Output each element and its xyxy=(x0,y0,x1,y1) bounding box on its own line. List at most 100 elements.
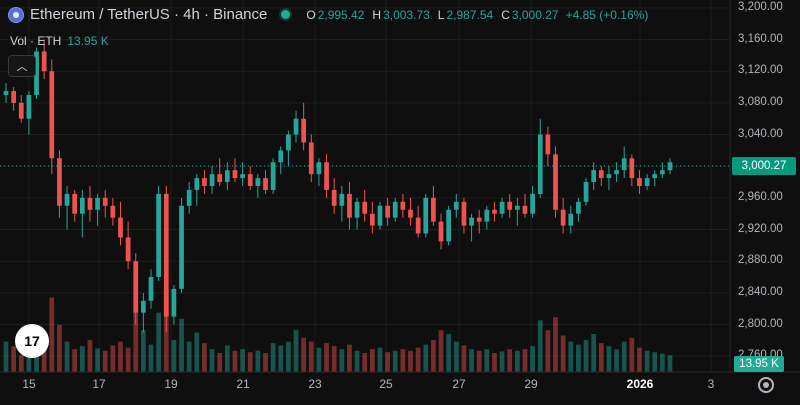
volume-bar xyxy=(408,350,413,372)
candle-body xyxy=(247,174,253,186)
candle-body xyxy=(598,170,604,179)
candle-body xyxy=(141,300,146,313)
settings-icon[interactable] xyxy=(758,377,774,393)
volume-bar xyxy=(301,337,307,372)
volume-bar xyxy=(118,341,123,372)
volume-bar xyxy=(469,349,474,372)
candle-body xyxy=(118,217,123,238)
candle-body xyxy=(293,118,299,135)
candles xyxy=(3,39,673,333)
high-value: 3,003.73 xyxy=(383,7,430,22)
volume-bar xyxy=(217,353,223,372)
volume-bar xyxy=(316,347,322,372)
volume-bar xyxy=(339,349,345,372)
candle-body xyxy=(408,209,413,218)
candle-body xyxy=(614,170,619,175)
volume-bar xyxy=(576,344,581,372)
candle-body xyxy=(339,193,345,206)
collapse-legend-button[interactable]: ︿ xyxy=(8,55,36,77)
chevron-up-icon: ︿ xyxy=(16,61,28,73)
open-value: 2,995.42 xyxy=(317,7,365,22)
candle-body xyxy=(507,201,513,210)
time-tick-label: 17 xyxy=(92,377,106,391)
candle-body xyxy=(148,277,154,301)
candle-body xyxy=(446,209,452,242)
candle-body xyxy=(522,205,528,214)
candle-body xyxy=(484,209,490,222)
volume-bar xyxy=(308,341,314,372)
ethereum-icon xyxy=(8,6,24,23)
candle-body xyxy=(530,193,535,214)
candle-body xyxy=(324,162,329,190)
candle-body xyxy=(553,154,558,210)
candle-body xyxy=(423,197,429,234)
volume-bar xyxy=(87,340,93,372)
candle-body xyxy=(3,91,9,95)
candle-body xyxy=(224,170,230,183)
volume-bar xyxy=(125,347,131,372)
time-tick-label: 19 xyxy=(164,377,178,391)
candle-body xyxy=(629,158,635,179)
price-tick-label: 2,840.00 xyxy=(738,285,783,298)
volume-bar xyxy=(133,303,139,372)
volume-bar xyxy=(194,332,200,372)
candle-body xyxy=(240,174,245,179)
volume-bar xyxy=(11,346,16,372)
volume-bar xyxy=(64,341,70,372)
volume-bar xyxy=(453,341,459,372)
volume-bar xyxy=(102,350,108,372)
candle-body xyxy=(415,217,421,234)
tradingview-logo[interactable]: 17 xyxy=(15,324,49,358)
price-tick-label: 3,080.00 xyxy=(738,95,783,108)
ohlc-values: O 2,995.42 H 3,003.73 L 2,987.54 C 3,000.27 … xyxy=(300,8,648,22)
volume-bar xyxy=(553,317,558,372)
volume-bar xyxy=(476,350,482,372)
volume-bar xyxy=(232,350,238,372)
volume-bar xyxy=(240,349,245,372)
candle-body xyxy=(492,209,497,214)
candle-body xyxy=(568,213,574,226)
candle-body xyxy=(26,94,32,119)
candle-body xyxy=(537,134,543,194)
candle-body xyxy=(385,205,390,218)
time-tick-label: 21 xyxy=(236,377,250,391)
candle-body xyxy=(133,261,139,313)
candle-body xyxy=(637,178,642,186)
time-tick-label: 25 xyxy=(379,377,393,391)
volume-label[interactable]: Vol · ETH xyxy=(10,34,62,48)
symbol-title[interactable]: Ethereum / TetherUS · 4h · Binance xyxy=(30,6,268,23)
volume-bar xyxy=(286,341,291,372)
volume-bar xyxy=(278,345,284,372)
volume-bar xyxy=(324,343,329,372)
candle-body xyxy=(560,209,566,226)
volume-bar xyxy=(637,347,642,372)
volume-bar xyxy=(385,352,390,372)
volume-bar xyxy=(202,343,207,372)
candle-body xyxy=(476,217,482,222)
candle-body xyxy=(87,197,93,210)
low-value: 2,987.54 xyxy=(446,7,494,22)
candle-body xyxy=(377,205,383,226)
candle-body xyxy=(72,193,78,214)
candle-body xyxy=(583,182,589,202)
volume-bar xyxy=(621,341,627,372)
volume-bar xyxy=(79,346,85,372)
volume-bar xyxy=(179,318,184,372)
candle-body xyxy=(278,150,284,163)
candle-body xyxy=(11,91,16,103)
candle-body xyxy=(64,193,70,206)
volume-bar xyxy=(354,350,360,372)
candle-body xyxy=(499,201,505,214)
volume-bar xyxy=(377,347,383,372)
candle-body xyxy=(316,162,322,175)
candle-body xyxy=(438,221,444,242)
volume-bar xyxy=(492,353,497,372)
volume-bar xyxy=(347,344,352,372)
volume-bar xyxy=(293,330,299,372)
symbol-legend: Ethereum / TetherUS · 4h · Binance O 2,99… xyxy=(8,6,648,23)
volume-bar xyxy=(484,349,490,372)
volume-bar xyxy=(614,349,619,372)
candle-body xyxy=(232,170,238,179)
